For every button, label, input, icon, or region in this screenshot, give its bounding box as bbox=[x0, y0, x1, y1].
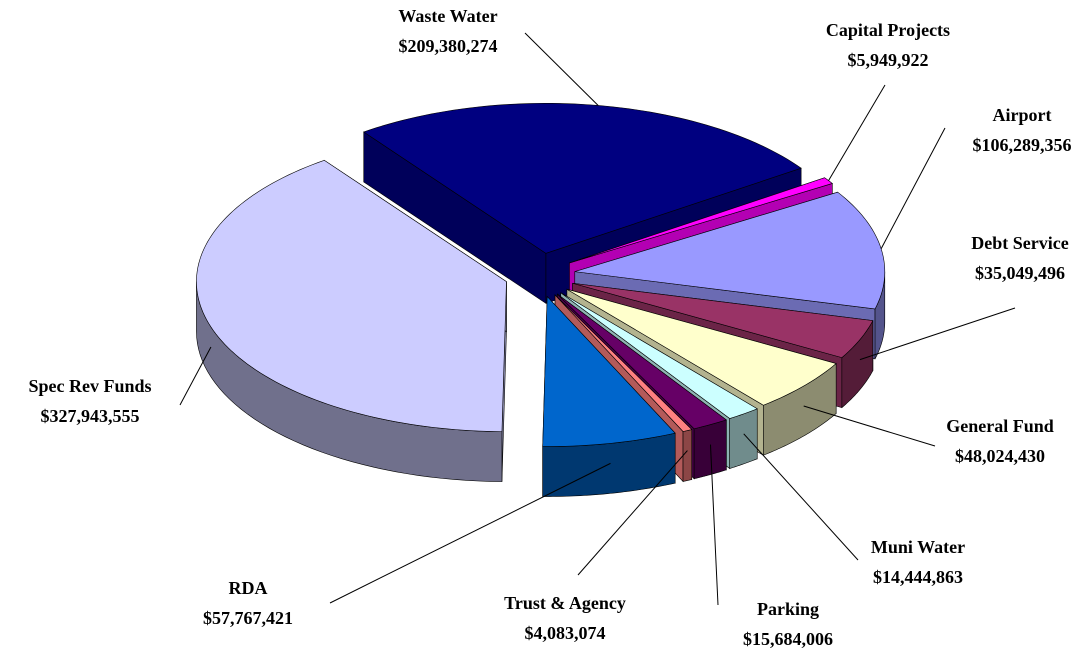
slice-label: Debt Service bbox=[971, 233, 1068, 253]
slice-label: Airport bbox=[993, 105, 1052, 125]
pie bbox=[196, 103, 886, 497]
slice-label: Parking bbox=[757, 599, 819, 619]
slice-label: Waste Water bbox=[398, 6, 497, 26]
leader-line bbox=[880, 127, 946, 249]
slice-label: Trust & Agency bbox=[504, 593, 626, 613]
slice bbox=[554, 294, 693, 432]
slice-value: $209,380,274 bbox=[399, 36, 498, 56]
slice-label: General Fund bbox=[946, 416, 1054, 436]
slice-label: Capital Projects bbox=[826, 20, 950, 40]
slice-value: $48,024,430 bbox=[955, 446, 1045, 466]
slice-value: $15,684,006 bbox=[743, 629, 833, 649]
slice-value: $35,049,496 bbox=[975, 263, 1065, 283]
leader-line bbox=[803, 405, 936, 447]
slice-value: $106,289,356 bbox=[973, 135, 1072, 155]
slice-value: $5,949,922 bbox=[848, 50, 929, 70]
slice-label: RDA bbox=[229, 578, 268, 598]
slice-value: $327,943,555 bbox=[41, 406, 140, 426]
leader-line bbox=[577, 450, 688, 576]
slice bbox=[557, 293, 727, 430]
leader-line bbox=[329, 462, 611, 604]
leader-line bbox=[828, 84, 886, 181]
slice-side bbox=[682, 429, 693, 482]
slice bbox=[560, 292, 758, 419]
slice-value: $14,444,863 bbox=[873, 567, 963, 587]
slice-value: $57,767,421 bbox=[203, 608, 293, 628]
slice-label: Muni Water bbox=[871, 537, 965, 557]
leader-line bbox=[179, 346, 212, 406]
slice-side bbox=[729, 408, 758, 469]
slice bbox=[542, 295, 676, 447]
leader-line bbox=[859, 307, 1016, 361]
slice bbox=[566, 288, 837, 406]
slice bbox=[572, 282, 874, 358]
slice bbox=[196, 159, 507, 432]
slice-label: Spec Rev Funds bbox=[28, 376, 151, 396]
slice-value: $4,083,074 bbox=[525, 623, 606, 643]
slice bbox=[363, 103, 802, 254]
slice bbox=[574, 191, 886, 310]
leader-line bbox=[709, 444, 719, 606]
leader-line bbox=[524, 32, 599, 106]
leader-line bbox=[743, 433, 859, 561]
